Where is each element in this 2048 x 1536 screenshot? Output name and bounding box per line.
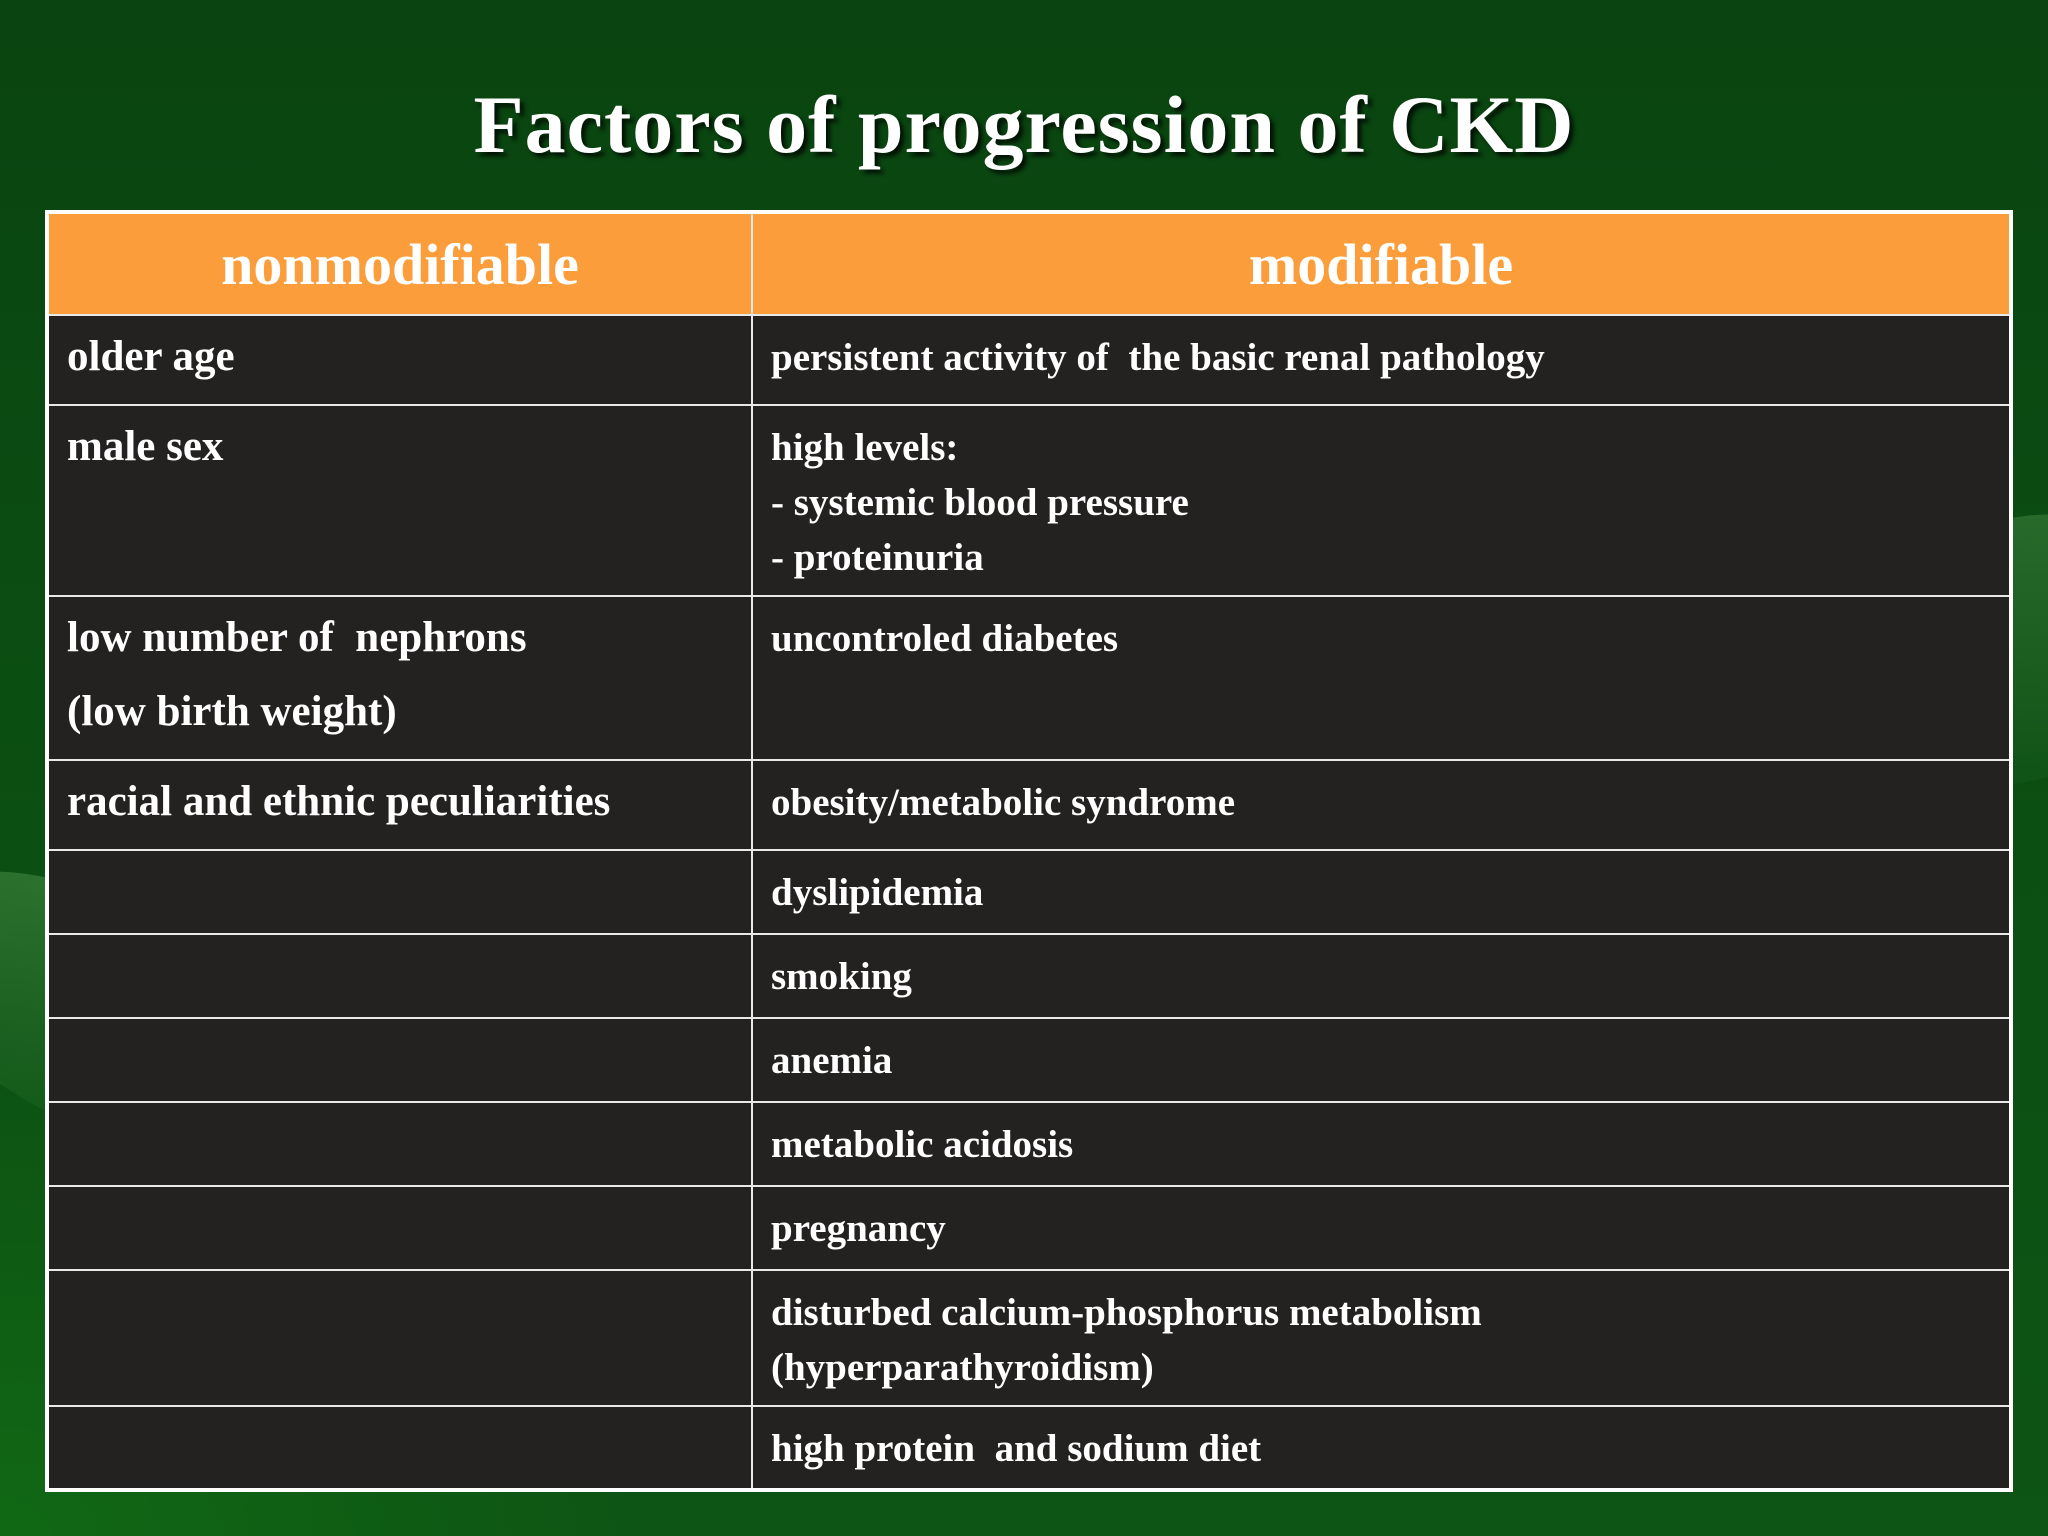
modifiable-cell: high levels: - systemic blood pressure - p…: [751, 404, 2012, 597]
table-row: metabolic acidosis: [46, 1101, 2012, 1187]
modifiable-cell: dyslipidemia: [751, 849, 2012, 935]
modifiable-factor: disturbed calcium-phosphorus metabolism: [771, 1291, 1482, 1334]
nonmodifiable-factor: (low birth weight): [67, 688, 397, 735]
nonmodifiable-cell: racial and ethnic peculiarities: [46, 759, 753, 851]
table-row: dyslipidemia: [46, 849, 2012, 935]
modifiable-factor: uncontroled diabetes: [771, 617, 1119, 660]
modifiable-cell: persistent activity of the basic renal p…: [751, 314, 2012, 406]
modifiable-factor: - proteinuria: [771, 536, 984, 579]
modifiable-cell: uncontroled diabetes: [751, 595, 2012, 761]
nonmodifiable-cell: [46, 1269, 753, 1407]
table-row: older age persistent activity of the basi…: [46, 314, 2012, 406]
table-row: male sex high levels: - systemic blood pre…: [46, 404, 2012, 597]
modifiable-factor: (hyperparathyroidism): [771, 1346, 1154, 1389]
table-row: disturbed calcium-phosphorus metabolism (…: [46, 1269, 2012, 1407]
table-row: pregnancy: [46, 1185, 2012, 1271]
modifiable-factor: high levels:: [771, 426, 959, 469]
table-header-row: nonmodifiable modifiable: [46, 211, 2012, 316]
modifiable-factor: pregnancy: [771, 1207, 946, 1250]
nonmodifiable-factor: racial and ethnic peculiarities: [67, 778, 611, 825]
modifiable-cell: obesity/metabolic syndrome: [751, 759, 2012, 851]
header-modifiable: modifiable: [751, 211, 2012, 316]
header-nonmodifiable: nonmodifiable: [46, 211, 753, 316]
nonmodifiable-cell: older age: [46, 314, 753, 406]
nonmodifiable-cell: male sex: [46, 404, 753, 597]
nonmodifiable-cell: [46, 1101, 753, 1187]
modifiable-factor: anemia: [771, 1039, 893, 1082]
nonmodifiable-cell: [46, 1017, 753, 1103]
modifiable-cell: pregnancy: [751, 1185, 2012, 1271]
modifiable-cell: anemia: [751, 1017, 2012, 1103]
nonmodifiable-cell: [46, 1405, 753, 1491]
nonmodifiable-cell: low number of nephrons (low birth weight): [46, 595, 753, 761]
table-row: high protein and sodium diet: [46, 1405, 2012, 1491]
modifiable-factor: - systemic blood pressure: [771, 481, 1189, 524]
table-row: racial and ethnic peculiarities obesity/m…: [46, 759, 2012, 851]
modifiable-factor: dyslipidemia: [771, 871, 984, 914]
nonmodifiable-factor: older age: [67, 333, 235, 380]
table-row: anemia: [46, 1017, 2012, 1103]
modifiable-factor: smoking: [771, 955, 912, 998]
modifiable-cell: smoking: [751, 933, 2012, 1019]
nonmodifiable-factor: low number of nephrons: [67, 614, 527, 661]
table-row: low number of nephrons (low birth weight)…: [46, 595, 2012, 761]
modifiable-factor: obesity/metabolic syndrome: [771, 781, 1236, 824]
nonmodifiable-cell: [46, 933, 753, 1019]
modifiable-factor: persistent activity of the basic renal p…: [771, 336, 1545, 379]
table-row: smoking: [46, 933, 2012, 1019]
table-body: older age persistent activity of the basi…: [46, 314, 2012, 1491]
nonmodifiable-factor: male sex: [67, 423, 224, 470]
modifiable-cell: high protein and sodium diet: [751, 1405, 2012, 1491]
nonmodifiable-cell: [46, 1185, 753, 1271]
modifiable-factor: high protein and sodium diet: [771, 1427, 1262, 1470]
slide-title: Factors of progression of CKD: [473, 79, 1575, 170]
modifiable-cell: disturbed calcium-phosphorus metabolism (…: [751, 1269, 2012, 1407]
modifiable-cell: metabolic acidosis: [751, 1101, 2012, 1187]
nonmodifiable-cell: [46, 849, 753, 935]
modifiable-factor: metabolic acidosis: [771, 1123, 1074, 1166]
factors-table: nonmodifiable modifiable older age persis…: [45, 210, 2013, 1492]
